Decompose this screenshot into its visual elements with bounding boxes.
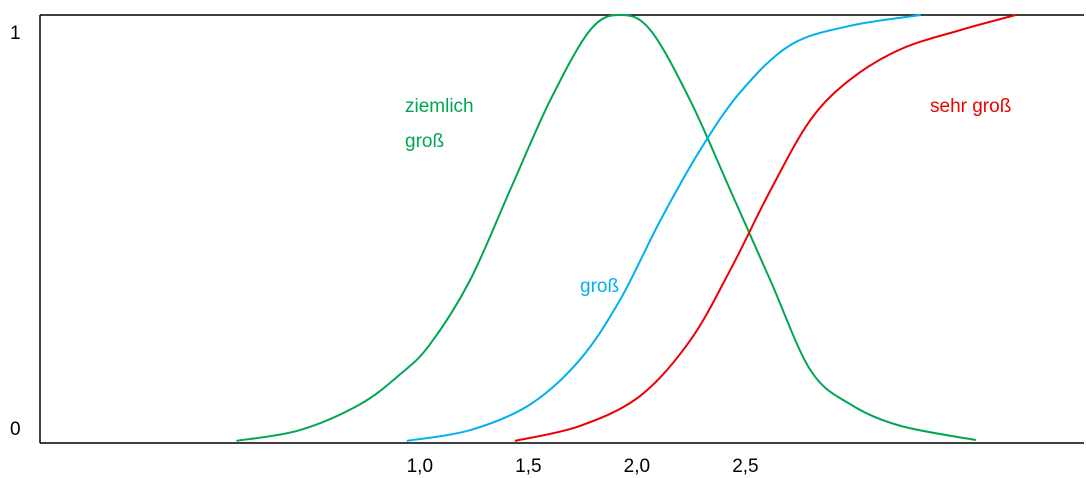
line-series (236, 13, 977, 442)
annotation: ziemlich (405, 96, 474, 117)
annotation: sehr groß (930, 96, 1011, 117)
x-tick-label: 2,5 (732, 456, 758, 477)
line-series (406, 14, 921, 442)
y-tick-label: 0 (10, 419, 21, 440)
x-tick-label: 1,0 (407, 456, 433, 477)
annotation: groß (405, 131, 444, 152)
x-tick-label: 1,5 (515, 456, 541, 477)
line-series (514, 14, 1017, 442)
annotation: groß (580, 276, 619, 297)
y-tick-label: 1 (10, 23, 21, 44)
x-tick-label: 2,0 (624, 456, 650, 477)
